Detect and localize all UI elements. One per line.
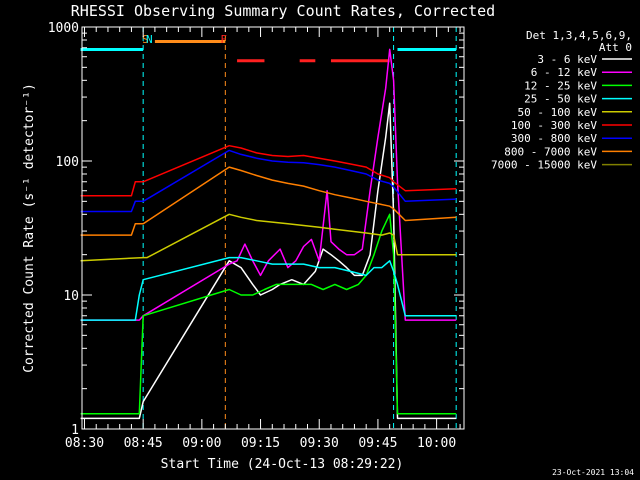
x-tick-label-6: 10:00 xyxy=(417,436,456,451)
y-axis-ticks: 1 10 100 1000 xyxy=(48,21,464,438)
series-line-5 xyxy=(80,144,457,197)
legend-entry-0: 3 - 6 keV xyxy=(537,53,597,66)
chart-title: RHESSI Observing Summary Count Rates, Co… xyxy=(71,2,495,20)
plot-area: SN F 1 10 100 1000 08:30 08:45 09:00 09:15 09:30… xyxy=(48,21,465,451)
flag-labels: SN F xyxy=(142,33,227,46)
series-lines xyxy=(80,48,457,420)
series-line-0 xyxy=(80,102,457,420)
series-line-2 xyxy=(80,213,457,415)
series-line-6 xyxy=(80,149,457,213)
legend-entry-8: 7000 - 15000 keV xyxy=(491,159,597,172)
legend-entry-6: 300 - 800 keV xyxy=(511,132,597,145)
legend-entry-2: 12 - 25 keV xyxy=(524,79,597,92)
x-tick-label-3: 09:15 xyxy=(241,436,280,451)
x-tick-label-5: 09:45 xyxy=(358,436,397,451)
x-tick-label-2: 09:00 xyxy=(182,436,221,451)
legend-header-line-1: Det 1,3,4,5,6,9, xyxy=(526,29,632,42)
y-tick-label-2: 100 xyxy=(56,155,79,170)
series-line-4 xyxy=(80,213,457,262)
y-tick-label-1: 10 xyxy=(63,289,79,304)
legend-entry-3: 25 - 50 keV xyxy=(524,93,597,106)
y-tick-label-0: 1 xyxy=(71,423,79,438)
y-tick-label-3: 1000 xyxy=(48,21,79,36)
flag-label-1: N xyxy=(146,33,153,46)
legend-header-line-2: Att 0 xyxy=(599,41,632,54)
flag-label-2: F xyxy=(220,33,227,46)
x-tick-label-1: 08:45 xyxy=(124,436,163,451)
x-axis-ticks: 08:30 08:45 09:00 09:15 09:30 09:45 10:00 xyxy=(65,27,461,451)
legend-entry-7: 800 - 7000 keV xyxy=(504,145,597,158)
series-line-7 xyxy=(80,166,457,236)
flag-label-0: S xyxy=(142,33,149,46)
x-axis-label: Start Time (24-Oct-13 08:29:22) xyxy=(161,457,404,472)
plot-frame xyxy=(81,26,465,430)
series-line-1 xyxy=(80,48,457,321)
y-axis-label: Corrected Count Rate (s⁻¹ detector⁻¹) xyxy=(22,83,37,373)
legend-entry-5: 100 - 300 keV xyxy=(511,119,597,132)
x-tick-label-4: 09:30 xyxy=(300,436,339,451)
series-line-3 xyxy=(80,256,457,321)
legend-entry-4: 50 - 100 keV xyxy=(518,106,598,119)
render-timestamp: 23-Oct-2021 13:04 xyxy=(552,468,634,477)
x-tick-label-0: 08:30 xyxy=(65,436,104,451)
legend-entry-1: 6 - 12 keV xyxy=(531,66,598,79)
flag-bars xyxy=(80,39,457,63)
